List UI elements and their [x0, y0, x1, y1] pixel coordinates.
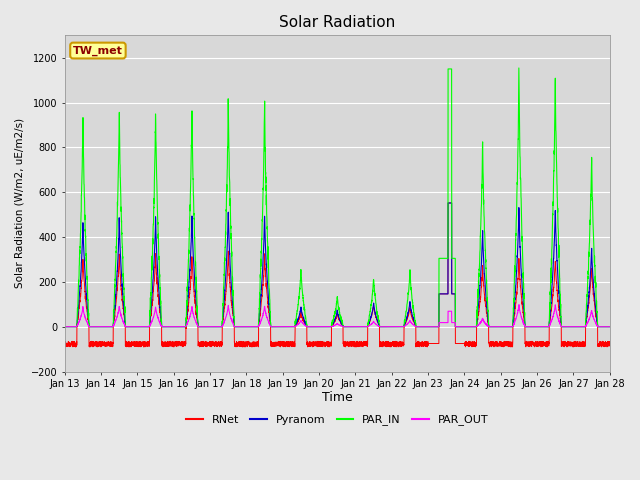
PAR_OUT: [605, 324, 613, 330]
RNet: [444, 200, 452, 206]
Title: Solar Radiation: Solar Radiation: [279, 15, 396, 30]
Pyranom: [429, 324, 437, 330]
PAR_IN: [490, 324, 498, 330]
RNet: [317, 342, 324, 348]
Line: Pyranom: Pyranom: [65, 203, 610, 327]
RNet: [606, 343, 614, 348]
PAR_IN: [317, 324, 324, 330]
Line: PAR_IN: PAR_IN: [65, 68, 610, 327]
PAR_OUT: [490, 324, 498, 330]
PAR_OUT: [61, 324, 68, 330]
RNet: [159, 338, 166, 344]
PAR_IN: [61, 324, 68, 330]
RNet: [239, 344, 247, 350]
Pyranom: [444, 200, 452, 206]
PAR_OUT: [317, 324, 324, 330]
PAR_OUT: [460, 324, 467, 330]
RNet: [490, 340, 498, 346]
Text: TW_met: TW_met: [73, 46, 123, 56]
Pyranom: [490, 324, 498, 330]
Pyranom: [159, 324, 166, 330]
RNet: [429, 341, 437, 347]
Pyranom: [460, 324, 467, 330]
RNet: [605, 339, 613, 345]
PAR_IN: [515, 65, 523, 71]
Pyranom: [317, 324, 324, 330]
PAR_IN: [159, 324, 166, 330]
PAR_IN: [605, 324, 613, 330]
PAR_IN: [429, 324, 437, 330]
PAR_OUT: [429, 324, 437, 330]
Pyranom: [605, 324, 613, 330]
Pyranom: [61, 324, 68, 330]
RNet: [61, 344, 68, 349]
PAR_OUT: [606, 324, 614, 330]
Pyranom: [606, 324, 614, 330]
PAR_OUT: [159, 324, 166, 330]
RNet: [460, 341, 467, 347]
PAR_OUT: [515, 302, 523, 308]
X-axis label: Time: Time: [322, 391, 353, 404]
Line: RNet: RNet: [65, 203, 610, 347]
Y-axis label: Solar Radiation (W/m2, uE/m2/s): Solar Radiation (W/m2, uE/m2/s): [15, 119, 25, 288]
Line: PAR_OUT: PAR_OUT: [65, 305, 610, 327]
PAR_IN: [460, 324, 467, 330]
Legend: RNet, Pyranom, PAR_IN, PAR_OUT: RNet, Pyranom, PAR_IN, PAR_OUT: [182, 410, 493, 430]
PAR_IN: [606, 324, 614, 330]
